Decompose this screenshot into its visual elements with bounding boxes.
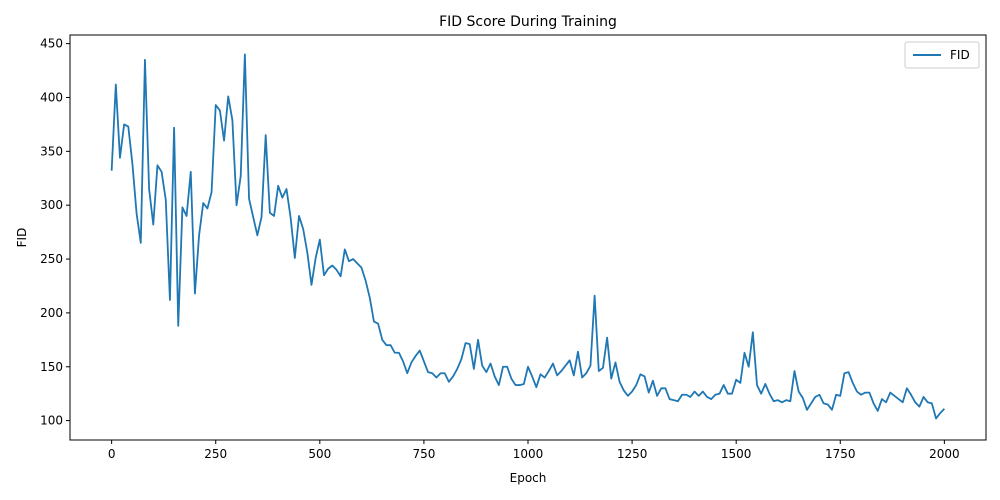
x-tick-label: 1250 [617,447,648,461]
chart-title: FID Score During Training [439,14,617,30]
y-tick-label: 400 [40,90,63,104]
x-tick-label: 750 [412,447,435,461]
x-axis: 0 250 500 750 1000 1250 1500 1750 2000 [108,440,960,461]
plot-frame [69,34,987,441]
legend-entry-fid: FID [950,48,970,62]
y-tick-label: 250 [40,252,63,266]
x-tick-label: 2000 [929,447,960,461]
legend-box [904,41,980,69]
x-tick-label: 250 [204,447,227,461]
x-tick-label: 500 [308,447,331,461]
legend: FID [904,41,980,69]
series-line-fid [110,53,946,420]
y-tick-label: 100 [40,414,63,428]
x-axis-label: Epoch [510,471,547,485]
y-tick-label: 300 [40,198,63,212]
x-tick-label: 0 [108,447,116,461]
y-tick-label: 350 [40,144,63,158]
y-axis-label: FID [15,228,29,248]
y-tick-label: 450 [40,37,63,51]
x-tick-label: 1000 [513,447,544,461]
x-tick-label: 1500 [721,447,752,461]
y-tick-label: 150 [40,360,63,374]
plot-area [110,53,946,420]
y-tick-label: 200 [40,306,63,320]
x-tick-label: 1750 [825,447,856,461]
y-axis: 100 150 200 250 300 350 400 450 [40,37,70,428]
